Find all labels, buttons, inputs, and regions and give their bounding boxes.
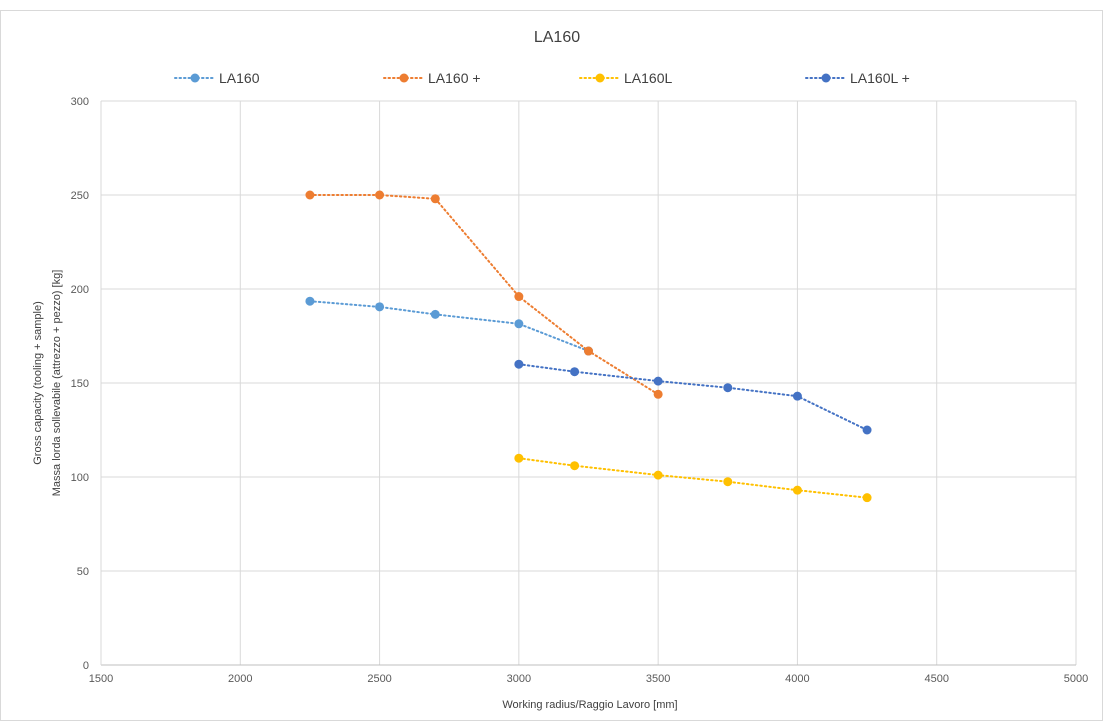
legend-label: LA160L [624,70,672,86]
data-point [723,477,733,487]
data-point [375,190,385,200]
data-point [430,309,440,319]
legend-marker [595,73,605,83]
series-1 [305,190,663,399]
y-tick-label: 150 [71,378,89,390]
data-point [430,194,440,204]
data-point [514,319,524,329]
legend-item: LA160 + [383,70,481,86]
series-line [308,194,660,396]
x-tick-label: 2500 [367,673,391,685]
y-tick-label: 200 [71,284,89,296]
data-point [570,367,580,377]
y-axis-title-line-1: Gross capacity (tooling + sample) [32,301,44,465]
x-tick-label: 2000 [228,673,252,685]
data-point [375,302,385,312]
chart-border [0,10,1103,721]
data-point [653,470,663,480]
data-point [653,389,663,399]
x-tick-label: 3000 [507,673,531,685]
data-point [514,359,524,369]
series-0 [305,296,593,356]
legend-label: LA160L + [850,70,910,86]
y-axis-title-line-2: Massa lorda sollevabile (attrezzo + pezz… [51,270,63,497]
y-tick-label: 300 [71,96,89,108]
legend-label: LA160 [219,70,260,86]
y-tick-label: 50 [77,566,89,578]
x-tick-label: 5000 [1064,673,1088,685]
data-point [653,376,663,386]
series-line [517,457,869,499]
data-point [514,292,524,302]
y-tick-label: 250 [71,190,89,202]
legend-marker [399,73,409,83]
series-3 [514,359,872,435]
series-layer [305,190,872,503]
legend-marker [821,73,831,83]
series-2 [514,453,872,503]
data-point [305,190,315,200]
legend-marker [190,73,200,83]
data-point [584,346,593,356]
data-point [570,461,580,471]
data-point [862,493,872,503]
legend-item: LA160 [174,70,260,86]
y-tick-label: 100 [71,472,89,484]
legend-item: LA160L + [805,70,910,86]
x-tick-label: 4000 [785,673,809,685]
x-tick-label: 4500 [924,673,948,685]
axes [100,101,1076,666]
x-tick-label: 3500 [646,673,670,685]
legend: LA160 LA160 + LA160L LA160L + [174,70,910,86]
chart-title: LA160 [534,29,580,46]
data-point [862,425,872,435]
x-tick-label: 1500 [89,673,113,685]
data-point [514,453,524,463]
series-line [517,363,869,431]
y-tick-label: 0 [83,660,89,672]
data-point [305,296,315,306]
data-point [792,485,802,495]
y-axis-title: Gross capacity (tooling + sample) Massa … [32,270,63,497]
legend-label: LA160 + [428,70,481,86]
x-axis-title: Working radius/Raggio Lavoro [mm] [502,699,677,711]
data-point [792,391,802,401]
data-point [723,383,733,393]
legend-item: LA160L [579,70,672,86]
y-tick-labels: 0 50 100 150 200 250 300 [71,96,89,672]
x-tick-labels: 1500 2000 2500 3000 3500 4000 4500 5000 [89,673,1088,685]
